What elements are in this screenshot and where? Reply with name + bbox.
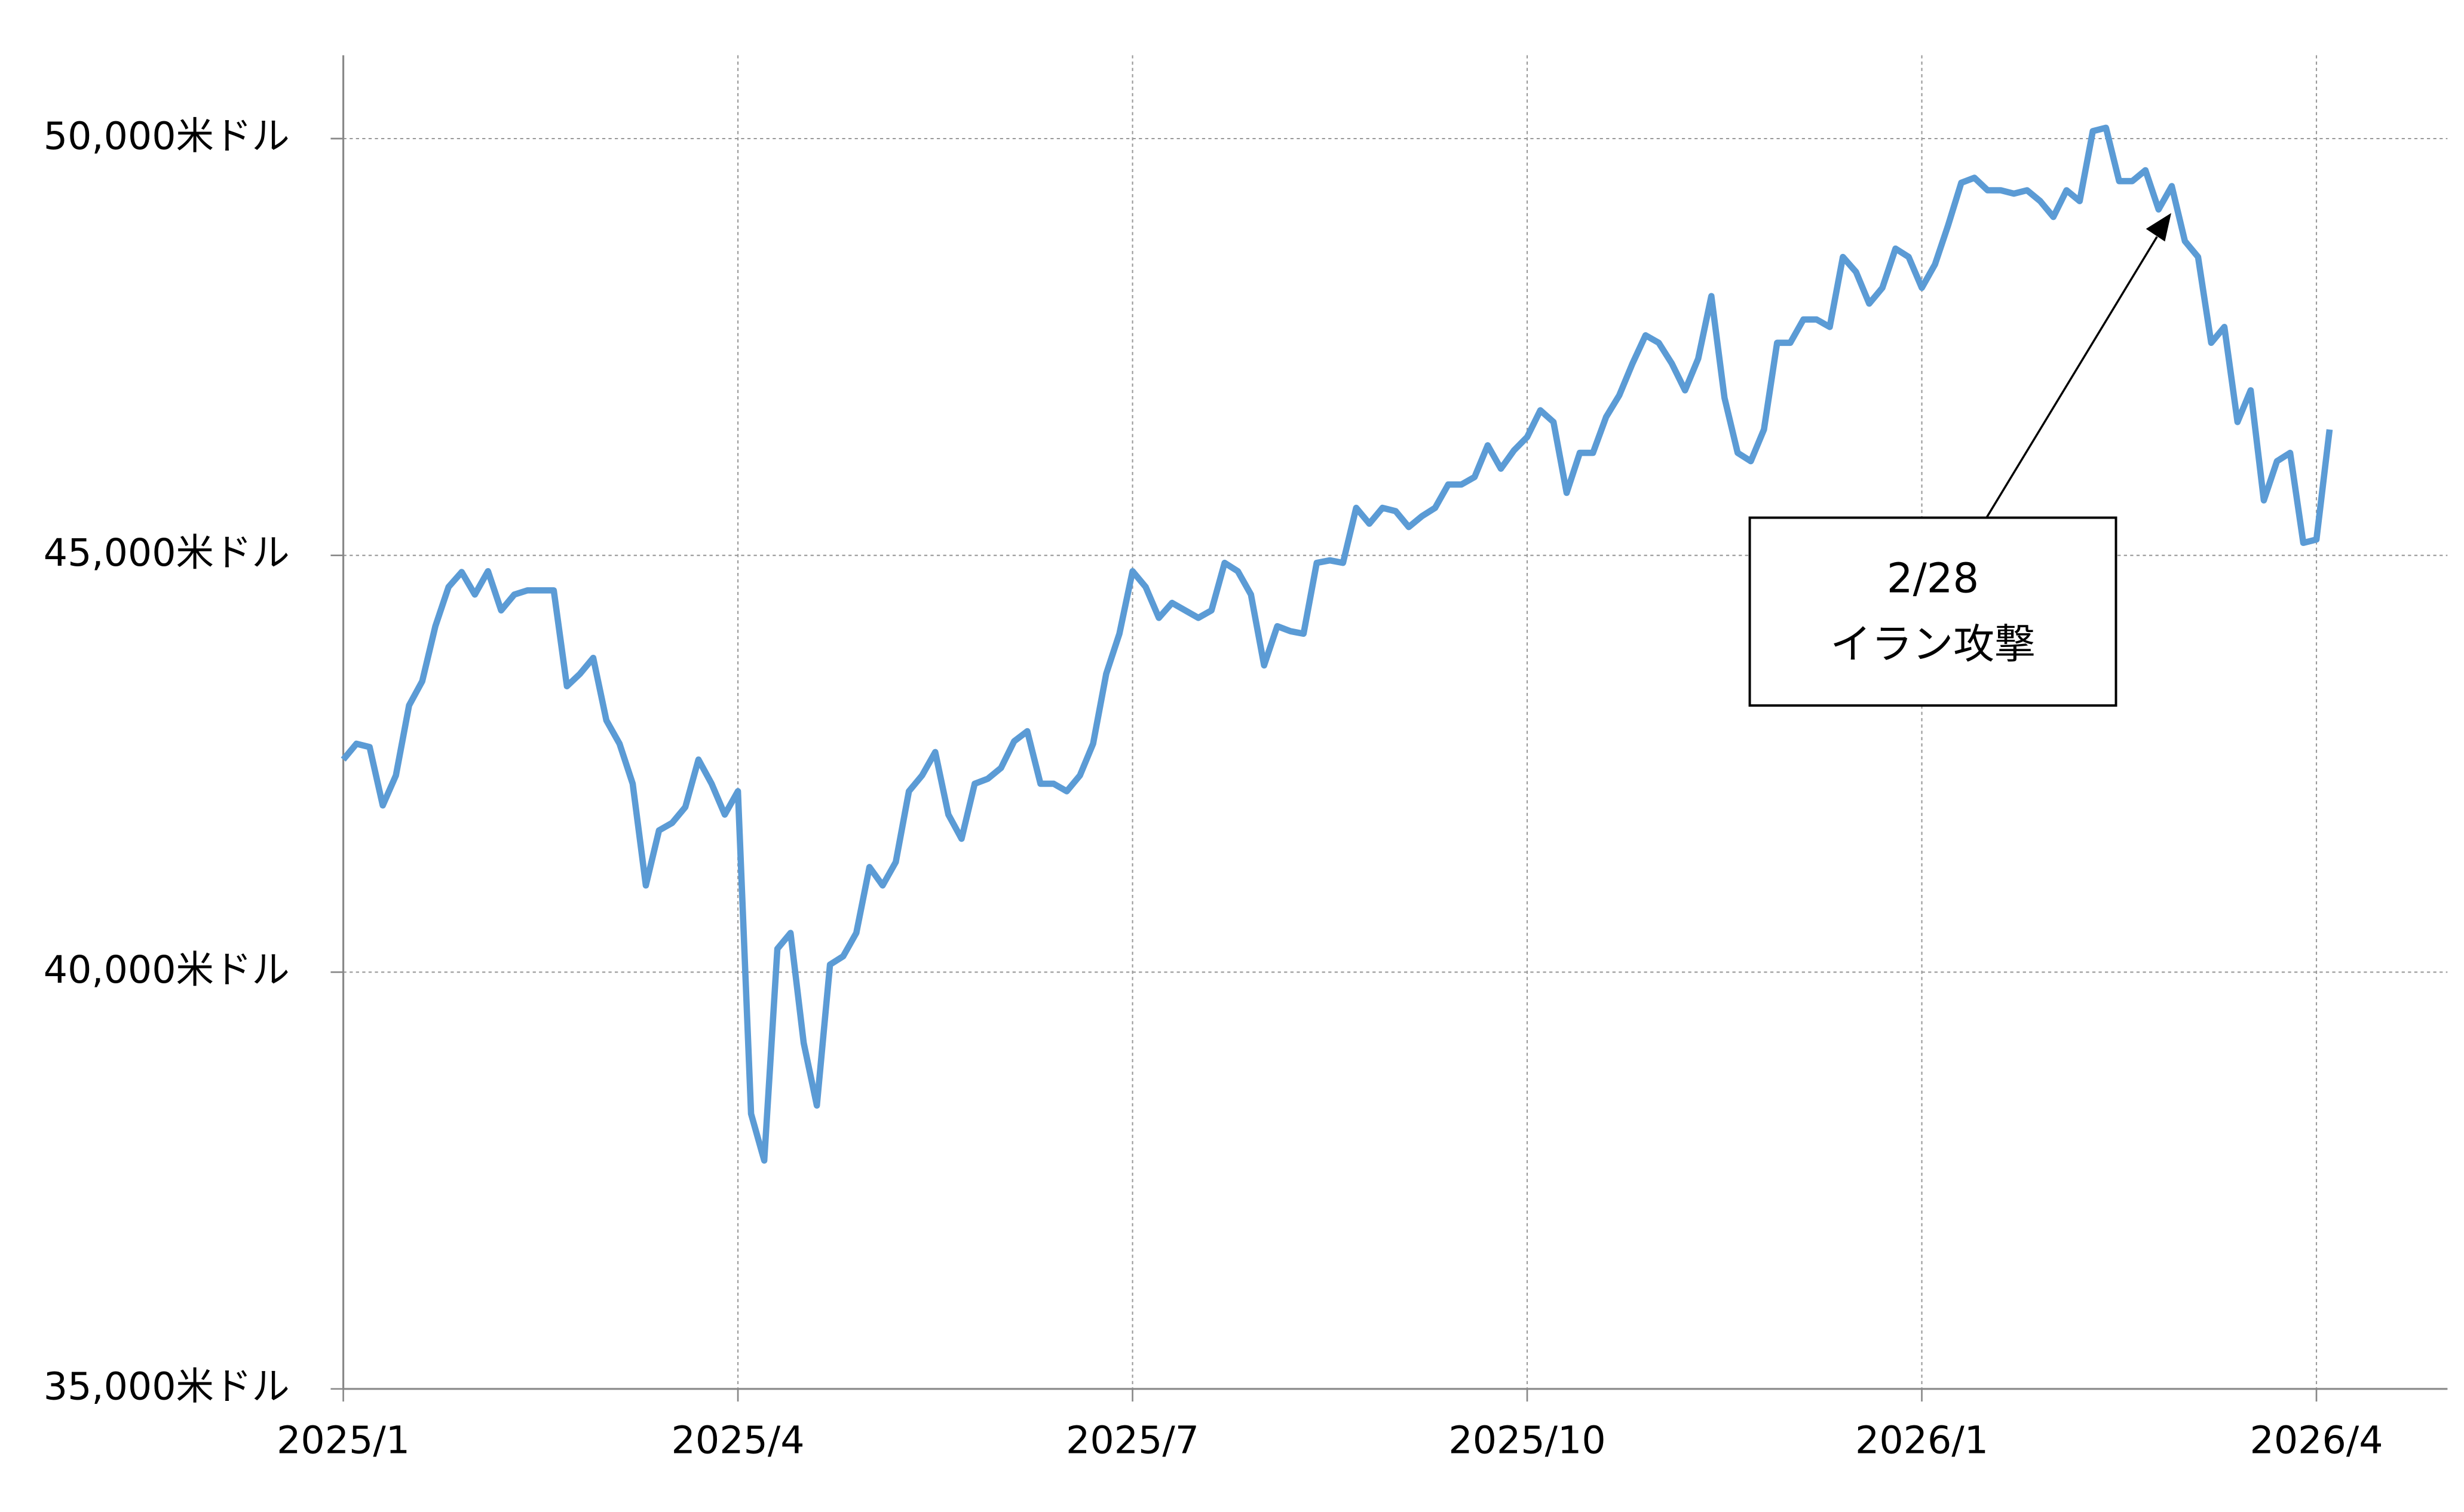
y-tick-label: 50,000米ドル [44, 114, 290, 158]
y-tick-label: 40,000米ドル [44, 947, 290, 992]
y-tick-label: 45,000米ドル [44, 530, 290, 575]
annotation-arrow [1985, 236, 2158, 519]
annotation-box [1748, 516, 2117, 707]
x-tick-label: 2025/4 [672, 1418, 805, 1462]
x-tick-label: 2025/10 [1448, 1418, 1605, 1462]
x-tick-label: 2025/7 [1066, 1418, 1199, 1462]
annotation-arrowhead [2146, 213, 2171, 242]
x-tick-label: 2025/1 [277, 1418, 410, 1462]
x-tick-label: 2026/4 [2250, 1418, 2383, 1462]
x-tick-label: 2026/1 [1855, 1418, 1988, 1462]
y-tick-label: 35,000米ドル [44, 1364, 290, 1409]
annotation-text: イラン攻撃 [1830, 621, 2035, 668]
grid [330, 55, 2448, 1402]
line-series [341, 124, 2333, 1164]
annotation-text: 2/28 [1887, 554, 1979, 602]
plot [341, 124, 2333, 1164]
